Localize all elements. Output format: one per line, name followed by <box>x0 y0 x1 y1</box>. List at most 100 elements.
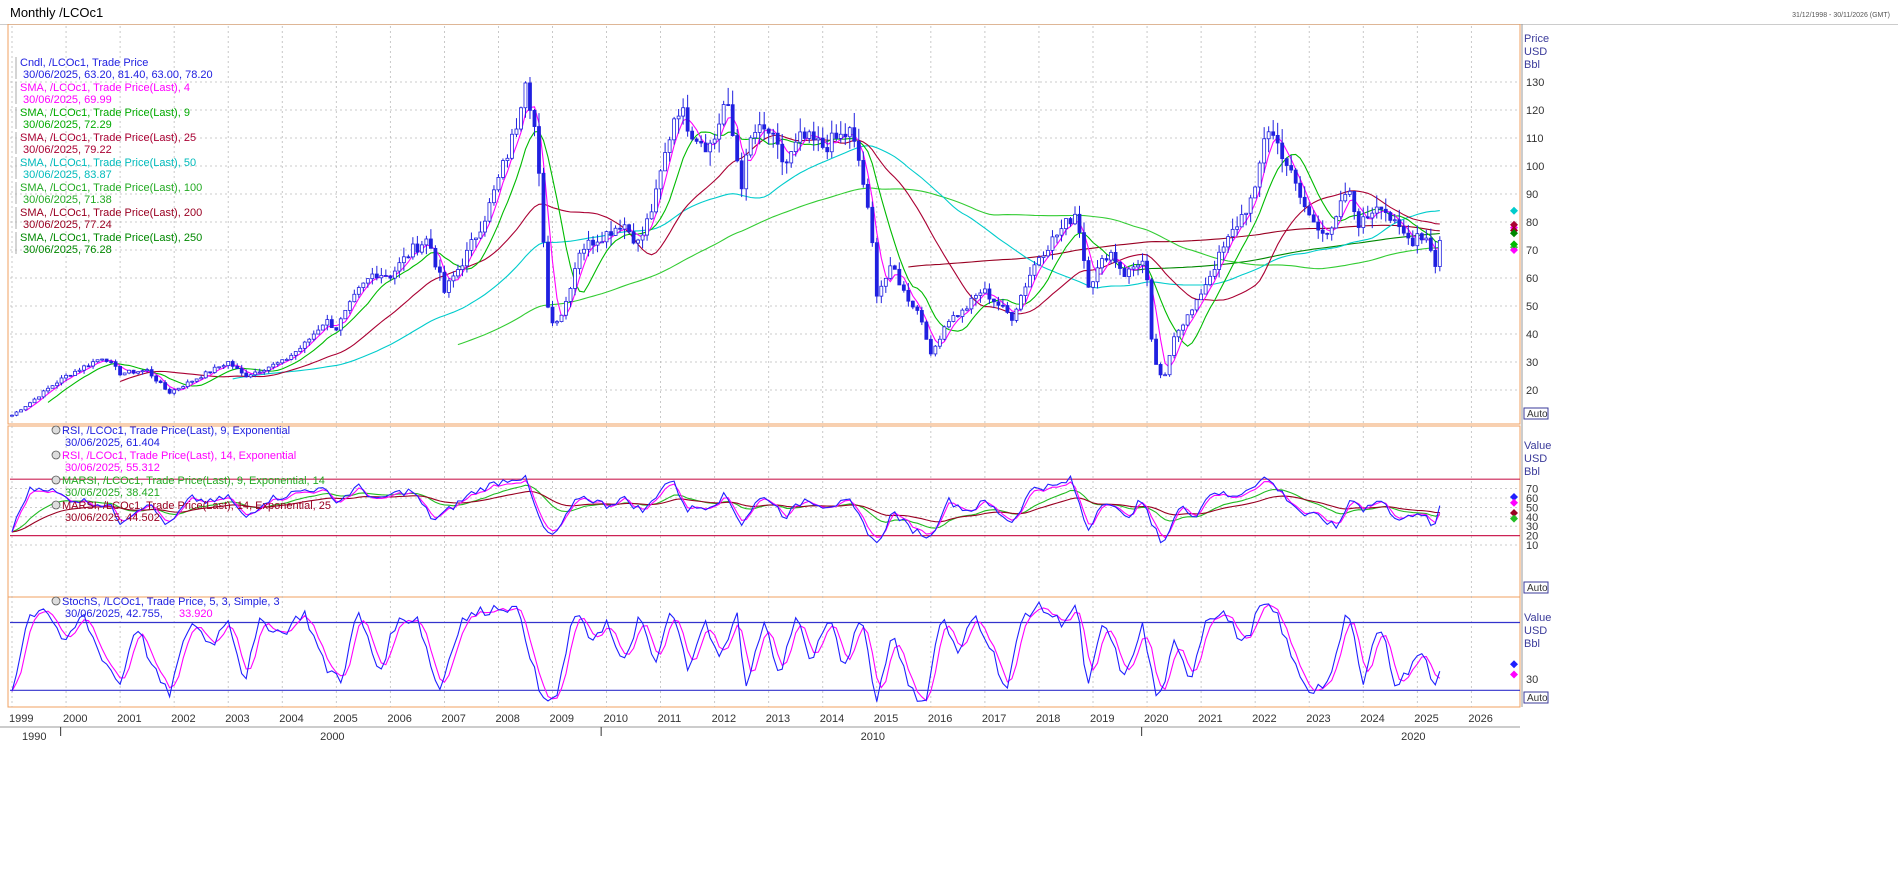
auto-scale-button[interactable] <box>1523 581 1549 594</box>
candle-body <box>307 338 312 343</box>
candle-body <box>523 82 528 109</box>
legend-clock-icon[interactable] <box>51 450 61 460</box>
sma-25-line <box>119 134 1440 383</box>
candle-body <box>190 380 195 383</box>
auto-scale-label[interactable]: Auto <box>1527 693 1548 704</box>
candle-body <box>127 369 132 374</box>
candle-body <box>843 133 848 138</box>
legend-name[interactable]: RSI, /LCOc1, Trade Price(Last), 14, Expo… <box>62 450 296 462</box>
series-layer <box>11 106 1441 702</box>
stoch-tick: 30 <box>1526 674 1538 686</box>
candle-body <box>1221 246 1226 253</box>
legend-name[interactable]: Cndl, /LCOc1, Trade Price <box>20 57 148 69</box>
chart-area[interactable]: 1999 2000 2001 2002 2003 2004 2005 2006 2007 2008… <box>0 24 1898 889</box>
candle-body <box>555 321 559 324</box>
legend-name[interactable]: SMA, /LCOc1, Trade Price(Last), 4 <box>20 82 190 94</box>
candle-body <box>478 231 483 239</box>
unit-label: Value <box>1524 440 1551 452</box>
candle-body <box>856 140 861 161</box>
candle-body <box>730 104 735 137</box>
candle-body <box>55 382 59 387</box>
legend-value: 30/06/2025, 79.22 <box>23 144 112 156</box>
candle-body <box>145 369 150 372</box>
candle-body <box>1271 131 1276 136</box>
legend-name[interactable]: SMA, /LCOc1, Trade Price(Last), 100 <box>20 182 202 194</box>
candle-body <box>217 366 222 369</box>
unit-label: USD <box>1524 453 1547 465</box>
value-marker <box>1510 660 1518 669</box>
candle-body <box>86 365 91 368</box>
price-tick: 30 <box>1526 357 1538 369</box>
legend-clock-icon[interactable] <box>51 425 61 435</box>
candle-body <box>280 359 285 364</box>
candle-body <box>1379 206 1384 210</box>
price-tick: 70 <box>1526 245 1538 257</box>
legend-name[interactable]: StochS, /LCOc1, Trade Price, 5, 3, Simpl… <box>62 596 280 608</box>
candle-body <box>852 127 857 142</box>
decade-label: 2000 <box>320 731 344 743</box>
candle-body <box>212 366 217 373</box>
auto-scale-button[interactable] <box>1523 691 1549 704</box>
candle-body <box>1203 284 1208 295</box>
candle-body <box>708 142 713 153</box>
candle-body <box>1334 216 1339 229</box>
candle-body <box>46 387 50 392</box>
candle-body <box>1316 221 1321 231</box>
candle-body <box>771 132 776 135</box>
legend-name[interactable]: SMA, /LCOc1, Trade Price(Last), 9 <box>20 107 190 119</box>
candle-body <box>609 231 613 236</box>
rsi-9-line <box>11 474 1441 544</box>
candle-body <box>577 252 582 270</box>
price-tick: 110 <box>1526 133 1544 145</box>
legend-name[interactable]: SMA, /LCOc1, Trade Price(Last), 50 <box>20 157 196 169</box>
candle-body <box>1118 261 1122 269</box>
auto-scale-label[interactable]: Auto <box>1527 409 1548 420</box>
candle-body <box>703 142 708 153</box>
legend-clock-icon[interactable] <box>51 500 61 510</box>
candle-body <box>1100 258 1104 269</box>
legend-clock-icon[interactable] <box>51 475 61 485</box>
candle-body <box>1073 213 1077 225</box>
legend-name[interactable]: RSI, /LCOc1, Trade Price(Last), 9, Expon… <box>62 425 290 437</box>
year-label: 2016 <box>928 713 952 725</box>
candle-body <box>528 82 532 111</box>
legend-name[interactable]: MARSI, /LCOc1, Trade Price(Last), 9, Exp… <box>62 475 325 487</box>
candle-body <box>1365 216 1370 219</box>
candle-body <box>798 131 803 143</box>
candle-body <box>964 308 969 311</box>
candle-body <box>978 292 983 296</box>
candle-body <box>1028 274 1032 288</box>
candle-body <box>600 241 604 244</box>
candle-body <box>897 268 902 286</box>
year-label: 2015 <box>874 713 898 725</box>
legend-name[interactable]: MARSI, /LCOc1, Trade Price(Last), 14, Ex… <box>62 500 331 512</box>
legend-name[interactable]: SMA, /LCOc1, Trade Price(Last), 200 <box>20 207 202 219</box>
candle-body <box>356 287 361 295</box>
candle-body <box>37 396 41 400</box>
candle-body <box>685 107 690 132</box>
candle-body <box>537 126 541 174</box>
legend-name[interactable]: SMA, /LCOc1, Trade Price(Last), 250 <box>20 232 202 244</box>
candle-body <box>1082 232 1086 261</box>
candle-body <box>586 239 591 250</box>
candle-body <box>1064 218 1068 230</box>
legend-name[interactable]: SMA, /LCOc1, Trade Price(Last), 25 <box>20 132 196 144</box>
candle-body <box>712 138 717 144</box>
candle-body <box>1001 304 1005 307</box>
legend-clock-icon[interactable] <box>51 596 61 606</box>
auto-scale-label[interactable]: Auto <box>1527 583 1548 594</box>
candle-body <box>248 374 253 378</box>
candle-body <box>1437 239 1442 267</box>
candle-body <box>388 275 393 279</box>
unit-label: Bbl <box>1524 638 1540 650</box>
candle-body <box>1158 364 1163 376</box>
auto-scale-button[interactable] <box>1523 407 1549 420</box>
sma-250-line <box>1133 232 1440 272</box>
candle-body <box>1091 281 1095 288</box>
candle-body <box>789 151 794 164</box>
candle-body <box>1077 213 1082 234</box>
legend-value: 30/06/2025, 55.312 <box>65 462 160 474</box>
candle-body <box>118 365 123 376</box>
price-tick: 50 <box>1526 301 1538 313</box>
rsi-tick: 20 <box>1526 531 1538 543</box>
